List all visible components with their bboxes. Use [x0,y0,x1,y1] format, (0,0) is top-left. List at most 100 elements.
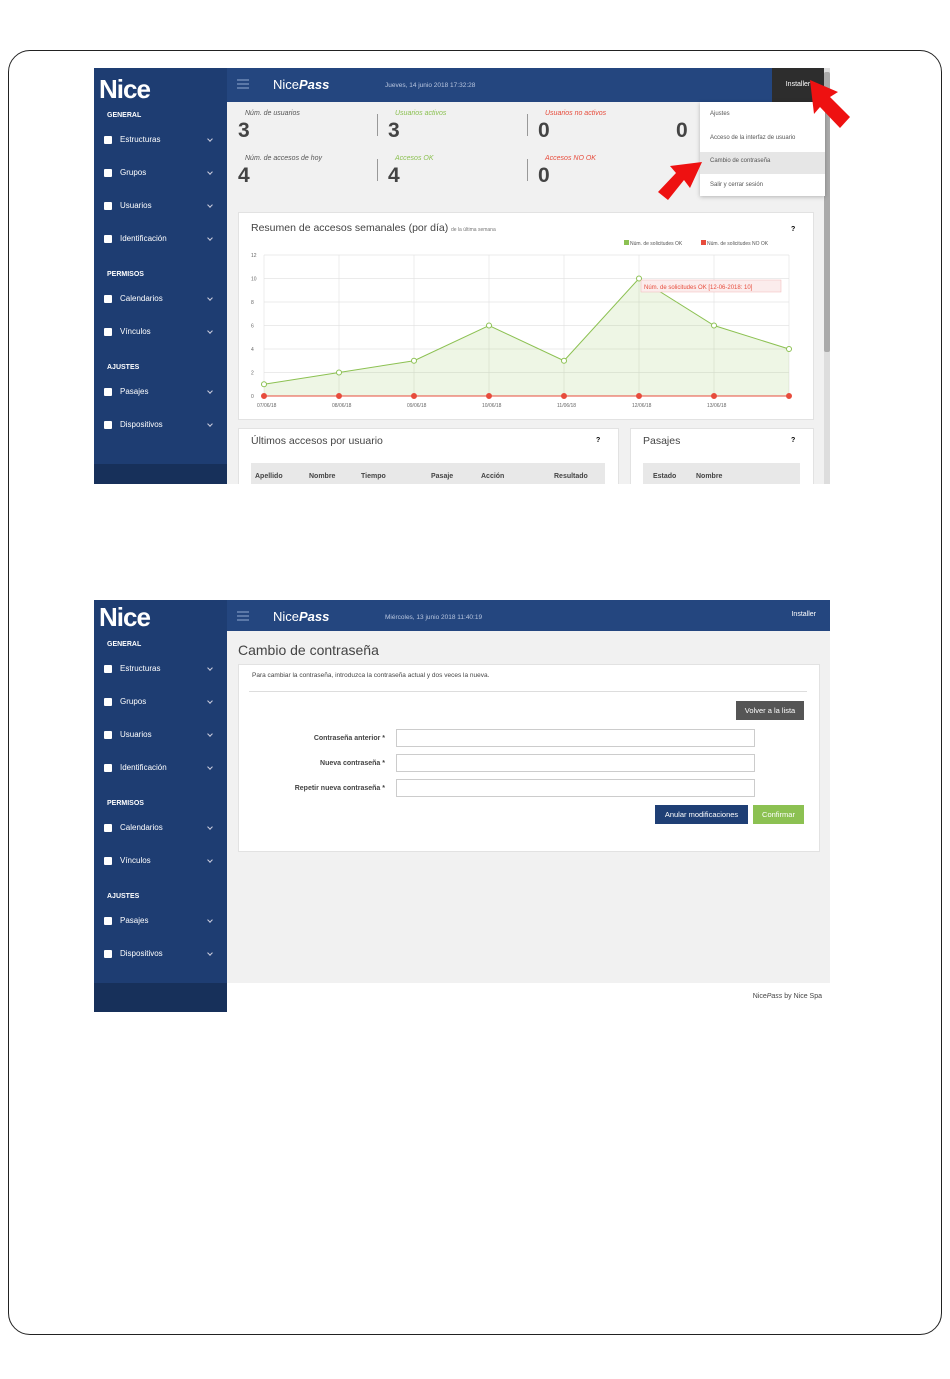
stat-label: Usuarios no activos [545,110,607,117]
page-frame [8,50,942,1335]
point [261,381,267,388]
sidebar-icon [104,328,112,336]
help[interactable]: ? [791,226,795,233]
sidebar-item[interactable]: Dispositivos [120,949,163,958]
sidebar-icon [104,235,112,243]
point [711,322,717,329]
field-label: Nueva contraseña * [320,760,385,767]
menu-item[interactable]: Salir y cerrar sesión [710,181,764,188]
help[interactable]: ? [791,437,796,444]
sidebar-icon [104,917,112,925]
table-header[interactable]: Resultado [554,473,588,480]
legend-label: Núm. de solicitudes NO OK [707,241,769,247]
table-header[interactable]: Nombre [309,473,336,480]
x-tick-label: 13/06/18 [707,403,727,409]
cancel-button[interactable]: Anular modificaciones [655,805,748,824]
app-name-em: Pass [299,609,330,624]
footer-suffix: by Nice Spa [784,993,822,1000]
point [636,275,642,282]
menu-item[interactable]: Cambio de contraseña [710,158,771,164]
sidebar-icon [104,824,112,832]
y-tick-label: 6 [251,324,254,330]
x-tick-label: 11/06/18 [557,403,576,409]
top-bar: NicePass Miércoles, 13 junio 2018 11:40:… [227,600,830,631]
sidebar-item[interactable]: Usuarios [120,730,152,739]
app-name: NicePass [273,609,329,624]
y-tick-label: 4 [251,347,254,353]
menu-icon[interactable] [237,79,249,81]
menu-item[interactable]: Acceso de la interfaz de usuario [710,134,796,141]
area [264,278,789,396]
table-header[interactable]: Pasaje [431,473,454,480]
sidebar-icon [104,698,112,706]
sidebar-item[interactable]: Grupos [120,697,147,706]
x-tick-label: 09/06/18 [407,403,427,409]
footer: NicePass by Nice Spa [227,983,830,1012]
sidebar: Nice GENERAL Estructuras Grupos Usuarios Iden… [94,68,227,484]
confirm-button[interactable]: Confirmar [753,805,804,824]
sidebar-icon [104,665,112,673]
y-tick-label: 12 [251,253,257,259]
sidebar-item[interactable]: Calendarios [120,294,163,303]
sidebar-item[interactable]: Vínculos [120,327,151,336]
x-tick-label: 07/06/18 [257,403,277,409]
x-tick-label: 10/06/18 [482,403,502,409]
sidebar-item[interactable]: Identificación [120,763,167,772]
footer-product: Pass [766,993,783,1000]
user-menu[interactable]: Installer [791,611,816,618]
field-label: Repetir nueva contraseña * [294,785,385,792]
y-tick-label: 10 [251,277,257,283]
table-header[interactable]: Apellido [255,473,283,480]
stat-value: 4 [388,164,400,187]
sidebar-item[interactable]: Identificación [120,234,167,243]
app-name: NicePass [273,77,329,92]
menu-icon[interactable] [237,611,249,613]
point [336,369,342,376]
legend-swatch [624,240,629,245]
divider [527,159,528,181]
sidebar-item[interactable]: Vínculos [120,856,151,865]
stat-label: Accesos NO OK [545,155,596,162]
point [786,346,792,352]
sidebar-item[interactable]: Usuarios [120,201,152,210]
stat-label: Usuarios activos [395,110,447,117]
point [486,322,492,329]
text-input[interactable] [396,729,755,747]
menu-item[interactable]: Ajustes [710,111,730,117]
sidebar-section: GENERAL [107,641,142,648]
app-name-part: Nice [273,77,300,92]
divider [527,114,528,136]
sidebar-item[interactable]: Grupos [120,168,147,177]
stat-value: 4 [238,164,250,187]
point [561,393,567,399]
footer-brand: Nice [752,993,767,1000]
red-arrow [810,80,850,128]
sidebar-item[interactable]: Pasajes [120,916,149,925]
sidebar-footer [94,464,227,484]
point [636,393,642,399]
text-input[interactable] [396,779,755,797]
back-button[interactable]: Volver a la lista [736,701,804,720]
legend-swatch [701,240,706,245]
table-header[interactable]: Nombre [696,473,723,480]
x-tick-label: 12/06/18 [632,403,652,409]
red-arrow [658,162,702,200]
sidebar-item[interactable]: Calendarios [120,823,163,832]
point [336,393,342,399]
sidebar-item[interactable]: Dispositivos [120,420,163,429]
help[interactable]: ? [596,437,601,444]
point [561,357,567,364]
stat-label: Núm. de accesos de hoy [245,155,323,162]
stat-label: Núm. de usuarios [245,110,300,117]
table-header[interactable]: Estado [653,473,677,480]
sidebar-item[interactable]: Estructuras [120,135,161,144]
text-input[interactable] [396,754,755,772]
sidebar-item[interactable]: Estructuras [120,664,161,673]
table-header[interactable]: Acción [481,473,505,480]
sidebar-item[interactable]: Pasajes [120,387,149,396]
stat-value: 3 [388,119,400,142]
line [263,277,790,385]
table-header[interactable]: Tiempo [361,473,386,480]
